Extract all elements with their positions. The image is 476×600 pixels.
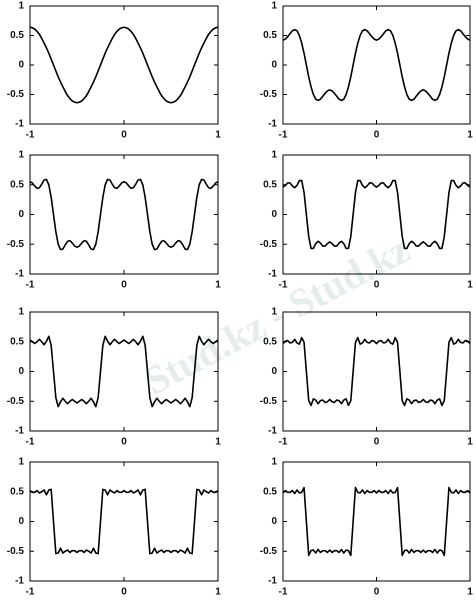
y-tick-label: -1 (268, 576, 277, 587)
curve (29, 335, 219, 408)
x-tick-label: -1 (279, 587, 288, 598)
y-tick-label: 0.5 (10, 336, 24, 347)
y-tick-label: -1 (268, 269, 277, 280)
y-tick-label: 1 (18, 150, 24, 161)
y-tick-label: 1 (271, 307, 277, 318)
curve (29, 488, 219, 555)
x-tick-label: 0 (374, 130, 380, 141)
x-tick-label: 0 (374, 437, 380, 448)
x-tick-label: -1 (279, 130, 288, 141)
plot-frame (29, 461, 219, 582)
y-tick-label: 1 (271, 150, 277, 161)
x-tick-label: 0 (374, 587, 380, 598)
y-tick-label: -1 (15, 576, 24, 587)
x-tick-label: -1 (279, 437, 288, 448)
y-tick-label: -0.5 (7, 239, 25, 250)
y-tick-label: 0 (271, 516, 277, 527)
y-tick-label: 0.5 (263, 179, 277, 190)
y-tick-label: 0.5 (10, 486, 24, 497)
plot-frame (282, 311, 471, 432)
y-tick-label: -1 (15, 269, 24, 280)
curve (29, 26, 219, 104)
y-tick-label: 0.5 (10, 30, 24, 41)
x-tick-label: -1 (26, 437, 35, 448)
y-tick-label: -1 (268, 119, 277, 130)
x-tick-label: 1 (215, 587, 221, 598)
y-tick-label: -1 (15, 119, 24, 130)
y-tick-label: -0.5 (260, 89, 278, 100)
y-tick-label: -1 (268, 426, 277, 437)
curve (282, 28, 471, 102)
y-tick-label: 1 (271, 1, 277, 12)
curve (282, 179, 471, 250)
x-tick-label: 1 (467, 587, 473, 598)
x-tick-label: 0 (121, 130, 127, 141)
x-tick-label: 1 (467, 437, 473, 448)
x-tick-label: 1 (215, 130, 221, 141)
y-tick-label: 0 (18, 209, 24, 220)
y-tick-label: -0.5 (260, 546, 278, 557)
y-tick-label: 0.5 (10, 179, 24, 190)
curve (282, 336, 471, 407)
x-tick-label: 0 (121, 437, 127, 448)
y-tick-label: 0 (18, 516, 24, 527)
x-tick-label: 1 (467, 130, 473, 141)
y-tick-label: -0.5 (7, 546, 25, 557)
y-tick-label: 1 (18, 1, 24, 12)
y-tick-label: -0.5 (260, 239, 278, 250)
y-tick-label: 0 (271, 366, 277, 377)
y-tick-label: 0 (271, 60, 277, 71)
y-tick-label: -0.5 (7, 89, 25, 100)
x-tick-label: 1 (215, 437, 221, 448)
plot-frame (282, 461, 471, 582)
x-tick-label: 1 (215, 280, 221, 291)
y-tick-label: 0 (18, 366, 24, 377)
x-tick-label: -1 (26, 280, 35, 291)
plot-frame (29, 5, 219, 125)
y-tick-label: -1 (15, 426, 24, 437)
x-tick-label: -1 (279, 280, 288, 291)
plot-frame (282, 5, 471, 125)
x-tick-label: 0 (374, 280, 380, 291)
curve (29, 178, 219, 251)
plot-frame (29, 154, 219, 275)
x-tick-label: 1 (467, 280, 473, 291)
x-tick-label: -1 (26, 130, 35, 141)
y-tick-label: 0 (271, 209, 277, 220)
x-tick-label: -1 (26, 587, 35, 598)
y-tick-label: 0 (18, 60, 24, 71)
y-tick-label: 0.5 (263, 336, 277, 347)
x-tick-label: 0 (121, 587, 127, 598)
y-tick-label: 1 (18, 457, 24, 468)
x-tick-label: 0 (121, 280, 127, 291)
y-tick-label: -0.5 (7, 396, 25, 407)
y-tick-label: 0.5 (263, 486, 277, 497)
y-tick-label: 0.5 (263, 30, 277, 41)
y-tick-label: 1 (271, 457, 277, 468)
y-tick-label: -0.5 (260, 396, 278, 407)
y-tick-label: 1 (18, 307, 24, 318)
curve (282, 486, 471, 557)
